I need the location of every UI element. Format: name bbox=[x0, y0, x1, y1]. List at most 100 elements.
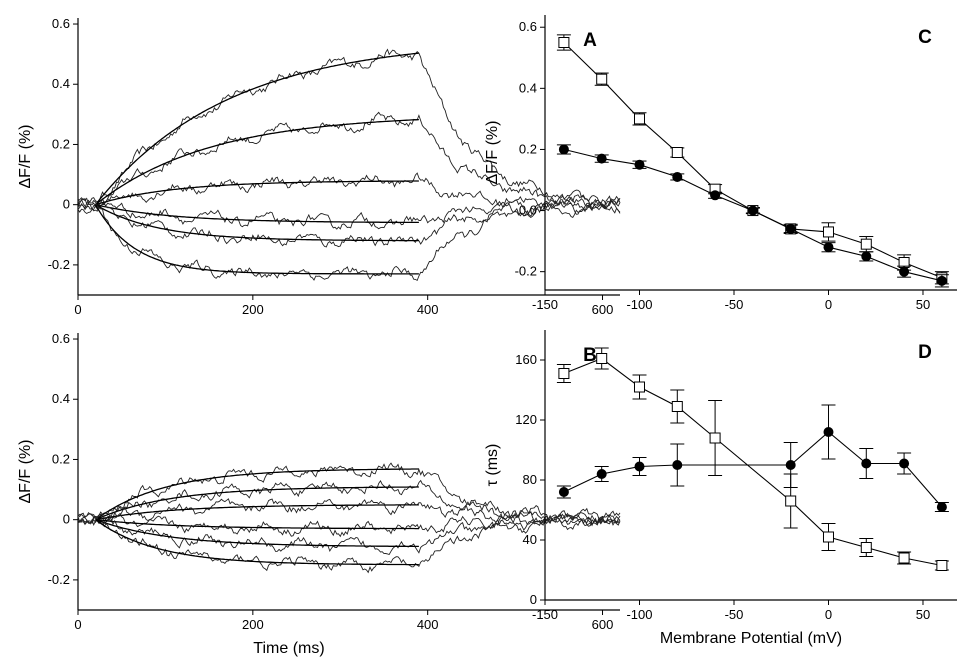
x-tick-label: -100 bbox=[626, 607, 652, 622]
y-tick-label: 80 bbox=[523, 472, 537, 487]
panel-A: -0.2 0 0.2 0.4 0.6 0 200 400 600 A ΔF/F (%) bbox=[17, 16, 621, 317]
fit-3 bbox=[95, 180, 419, 206]
trace-1 bbox=[77, 462, 621, 524]
x-tick-label: 0 bbox=[74, 617, 81, 632]
trace-4 bbox=[77, 510, 621, 538]
y-axis-label: ΔF/F (%) bbox=[484, 120, 501, 184]
x-axis-label: Time (ms) bbox=[253, 640, 324, 657]
x-tick-label: -150 bbox=[532, 607, 558, 622]
fit-3 bbox=[95, 504, 419, 521]
panel-label: D bbox=[918, 342, 932, 363]
fit-2 bbox=[95, 118, 419, 206]
fit-1 bbox=[94, 52, 419, 206]
data-point-circle bbox=[861, 458, 872, 469]
data-point-square bbox=[633, 381, 645, 393]
x-tick-label: 0 bbox=[825, 297, 832, 312]
x-tick-label: 600 bbox=[592, 617, 614, 632]
x-tick-label: 0 bbox=[825, 607, 832, 622]
fit-6 bbox=[95, 519, 419, 566]
x-tick-label: 400 bbox=[417, 302, 439, 317]
data-point-circle bbox=[785, 223, 796, 234]
y-tick-label: 0 bbox=[63, 197, 70, 212]
y-tick-label: 0.6 bbox=[52, 16, 70, 31]
data-point-circle bbox=[672, 171, 683, 182]
panel-label: C bbox=[918, 27, 932, 48]
data-point-circle bbox=[936, 275, 947, 286]
data-point-circle bbox=[710, 190, 721, 201]
data-point-square bbox=[898, 552, 910, 564]
y-tick-label: 0.6 bbox=[519, 19, 537, 34]
x-tick-label: 600 bbox=[592, 302, 614, 317]
x-tick-label: -100 bbox=[626, 297, 652, 312]
x-tick-label: -150 bbox=[532, 297, 558, 312]
y-tick-label: 0.4 bbox=[52, 76, 70, 91]
data-point-circle bbox=[747, 205, 758, 216]
y-tick-label: 0 bbox=[63, 512, 70, 527]
data-point-square bbox=[596, 353, 608, 364]
data-point-square bbox=[633, 113, 645, 125]
data-point-circle bbox=[899, 458, 910, 469]
data-point-square bbox=[558, 37, 570, 48]
x-tick-label: -50 bbox=[725, 297, 744, 312]
data-point-square bbox=[558, 368, 570, 379]
data-point-circle bbox=[899, 266, 910, 277]
y-tick-label: -0.2 bbox=[48, 257, 70, 272]
y-tick-label: -0.2 bbox=[515, 264, 537, 279]
y-tick-label: 0.2 bbox=[52, 136, 70, 151]
trace-2 bbox=[77, 111, 621, 209]
y-tick-label: 0.4 bbox=[519, 80, 537, 95]
y-axis-label: ΔF/F (%) bbox=[17, 439, 34, 503]
y-tick-label: 120 bbox=[515, 412, 537, 427]
fit-5 bbox=[95, 204, 419, 242]
x-tick-label: 200 bbox=[242, 302, 264, 317]
data-point-square bbox=[936, 560, 948, 571]
trace-6 bbox=[77, 514, 621, 574]
data-point-circle bbox=[672, 460, 683, 470]
fit-4 bbox=[95, 204, 419, 224]
data-point-circle bbox=[936, 502, 947, 512]
y-tick-label: 0.4 bbox=[52, 391, 70, 406]
data-point-square bbox=[860, 238, 872, 250]
panel-label: A bbox=[583, 30, 597, 51]
fit-5 bbox=[95, 519, 419, 548]
y-tick-label: 0.6 bbox=[52, 331, 70, 346]
fit-6 bbox=[94, 204, 419, 275]
fit-1 bbox=[95, 468, 419, 521]
x-tick-label: -50 bbox=[725, 607, 744, 622]
trace-3 bbox=[77, 172, 621, 212]
panel-label: B bbox=[583, 345, 597, 366]
data-point-circle bbox=[861, 251, 872, 262]
trace-4 bbox=[77, 195, 621, 230]
fit-4 bbox=[95, 519, 419, 530]
data-point-circle bbox=[558, 487, 569, 497]
x-tick-label: 200 bbox=[242, 617, 264, 632]
x-tick-label: 400 bbox=[417, 617, 439, 632]
trace-3 bbox=[77, 498, 621, 527]
data-point-circle bbox=[634, 461, 645, 472]
y-tick-label: -0.2 bbox=[48, 572, 70, 587]
data-point-square bbox=[596, 73, 608, 85]
series-line-open-square bbox=[563, 42, 943, 279]
series-line-open-square bbox=[563, 357, 943, 567]
data-point-circle bbox=[558, 144, 569, 155]
trace-1 bbox=[77, 48, 621, 210]
data-point-circle bbox=[823, 242, 834, 253]
y-tick-label: 40 bbox=[523, 532, 537, 547]
trace-2 bbox=[77, 479, 621, 526]
fit-2 bbox=[95, 486, 419, 521]
data-point-circle bbox=[596, 153, 607, 164]
x-tick-label: 50 bbox=[916, 607, 930, 622]
x-tick-label: 50 bbox=[916, 297, 930, 312]
data-point-square bbox=[860, 542, 872, 553]
data-point-square bbox=[671, 147, 683, 158]
y-tick-label: 0.2 bbox=[519, 141, 537, 156]
y-axis-label: ΔF/F (%) bbox=[17, 124, 34, 188]
data-point-circle bbox=[596, 469, 607, 479]
x-axis-label: Membrane Potential (mV) bbox=[660, 630, 842, 647]
data-point-square bbox=[822, 226, 834, 238]
y-tick-label: 0 bbox=[530, 592, 537, 607]
y-axis-label: τ (ms) bbox=[484, 444, 501, 487]
data-point-circle bbox=[785, 460, 796, 470]
